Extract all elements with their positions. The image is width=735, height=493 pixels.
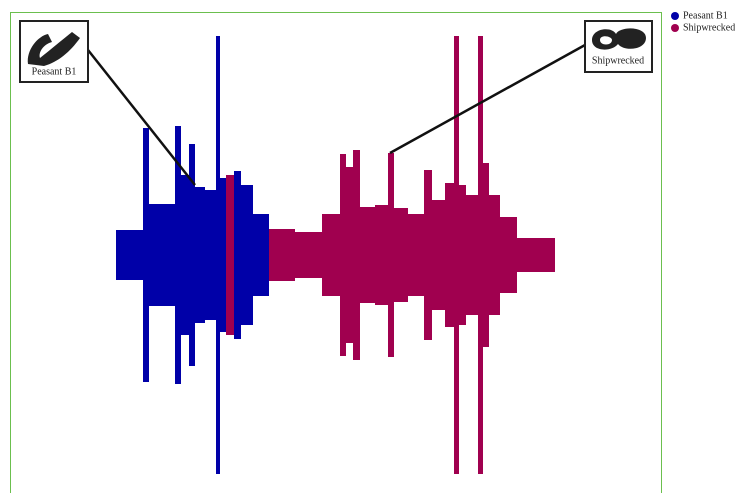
bar bbox=[375, 205, 388, 305]
plot-frame bbox=[10, 12, 662, 493]
bar bbox=[500, 217, 517, 293]
bar bbox=[394, 208, 408, 302]
bar bbox=[205, 190, 216, 320]
bar bbox=[295, 232, 322, 278]
annotation-icon bbox=[592, 28, 646, 50]
bar bbox=[432, 200, 445, 310]
annotation-line bbox=[389, 43, 586, 155]
bar bbox=[454, 36, 459, 474]
bar bbox=[478, 36, 483, 474]
bar bbox=[360, 207, 375, 303]
bar bbox=[181, 175, 189, 335]
bar bbox=[466, 195, 478, 315]
bar bbox=[340, 154, 346, 356]
bar bbox=[322, 214, 340, 296]
bar bbox=[241, 185, 253, 325]
bar bbox=[143, 128, 149, 382]
bar bbox=[489, 195, 500, 315]
bar bbox=[483, 163, 489, 347]
legend-label: Shipwrecked bbox=[683, 22, 735, 33]
bar bbox=[195, 187, 205, 323]
legend-label: Peasant B1 bbox=[683, 10, 728, 21]
annotation: Shipwrecked bbox=[584, 20, 653, 73]
bar bbox=[388, 153, 394, 357]
bar bbox=[517, 238, 555, 272]
bar bbox=[189, 144, 195, 366]
bar bbox=[459, 185, 466, 325]
annotation-text: Shipwrecked bbox=[592, 55, 644, 66]
bar bbox=[269, 229, 295, 281]
bars bbox=[116, 36, 555, 474]
annotation-box bbox=[584, 20, 653, 73]
bar bbox=[408, 214, 424, 296]
annotation-icon bbox=[27, 32, 80, 66]
bar bbox=[353, 150, 360, 360]
annotation-text: Peasant B1 bbox=[32, 66, 77, 77]
bar bbox=[220, 178, 226, 332]
bar bbox=[445, 183, 454, 327]
legend-marker bbox=[671, 12, 679, 20]
bar bbox=[226, 175, 234, 335]
bar bbox=[149, 204, 175, 306]
annotation: Peasant B1 bbox=[19, 20, 89, 83]
bar bbox=[216, 36, 220, 474]
legend-marker bbox=[671, 24, 679, 32]
bar bbox=[424, 170, 432, 340]
bar bbox=[116, 230, 143, 280]
bar bbox=[253, 214, 269, 296]
annotation-line bbox=[87, 49, 196, 186]
bar bbox=[234, 171, 241, 339]
bar bbox=[346, 167, 353, 343]
bar bbox=[175, 126, 181, 384]
